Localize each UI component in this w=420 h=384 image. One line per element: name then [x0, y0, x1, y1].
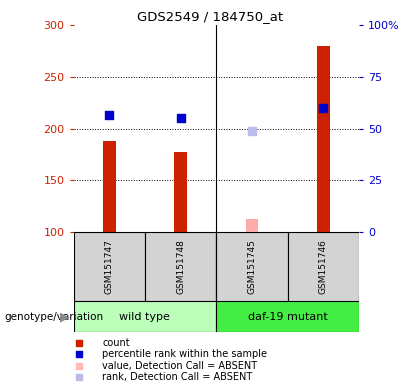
Text: count: count — [102, 338, 130, 348]
Text: percentile rank within the sample: percentile rank within the sample — [102, 349, 267, 359]
Bar — [216, 301, 359, 332]
Text: GSM151745: GSM151745 — [247, 240, 257, 294]
Text: rank, Detection Call = ABSENT: rank, Detection Call = ABSENT — [102, 372, 252, 382]
Point — [249, 127, 255, 134]
Bar — [74, 301, 216, 332]
Point — [177, 115, 184, 121]
Bar — [317, 46, 330, 232]
Point — [76, 351, 83, 357]
Point — [76, 362, 83, 369]
Bar — [216, 232, 288, 301]
Text: genotype/variation: genotype/variation — [4, 312, 103, 322]
Text: wild type: wild type — [119, 312, 171, 322]
Bar — [145, 232, 216, 301]
Point — [320, 105, 327, 111]
Text: GSM151747: GSM151747 — [105, 240, 114, 294]
Bar — [103, 141, 116, 232]
Text: ▶: ▶ — [60, 310, 69, 323]
Text: GSM151746: GSM151746 — [319, 240, 328, 294]
Bar — [74, 232, 145, 301]
Bar — [174, 152, 187, 232]
Bar — [288, 232, 359, 301]
Bar — [246, 219, 258, 232]
Text: daf-19 mutant: daf-19 mutant — [248, 312, 328, 322]
Point — [76, 374, 83, 380]
Text: value, Detection Call = ABSENT: value, Detection Call = ABSENT — [102, 361, 257, 371]
Text: GDS2549 / 184750_at: GDS2549 / 184750_at — [137, 10, 283, 23]
Text: GSM151748: GSM151748 — [176, 240, 185, 294]
Point — [106, 112, 113, 118]
Point — [76, 340, 83, 346]
